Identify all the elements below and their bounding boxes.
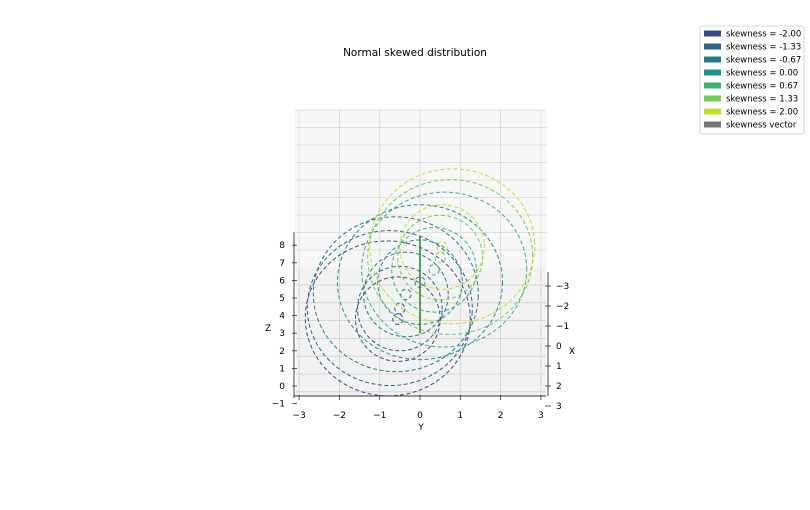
contour-line bbox=[394, 302, 406, 315]
legend-label: skewness = 0.67 bbox=[726, 82, 798, 92]
z-tick-label: 5 bbox=[279, 294, 285, 304]
legend-label: skewness = 2.00 bbox=[726, 108, 798, 118]
contour-series bbox=[304, 240, 471, 397]
contour-line bbox=[399, 204, 485, 290]
z-tick-label: 4 bbox=[279, 312, 285, 322]
contour-line bbox=[312, 216, 479, 373]
z-tick-label: 2 bbox=[279, 347, 285, 357]
contour-line bbox=[400, 288, 412, 301]
legend-label: skewness = -1.33 bbox=[726, 43, 801, 53]
y-tick-label: −1 bbox=[373, 411, 386, 421]
chart-title: Normal skewed distribution bbox=[343, 47, 487, 59]
x-tick-label: 1 bbox=[556, 362, 562, 372]
z-tick-label: 0 bbox=[279, 382, 285, 392]
x-tick-label: −1 bbox=[556, 322, 569, 332]
contour-line bbox=[355, 276, 441, 362]
contour-line bbox=[428, 264, 440, 276]
back-pane bbox=[295, 110, 547, 268]
x-tick-label: −3 bbox=[556, 282, 569, 292]
z-tick-label: 3 bbox=[279, 329, 285, 339]
y-tick-label: −2 bbox=[333, 411, 346, 421]
legend-swatch bbox=[704, 30, 721, 37]
legend-label: skewness = 1.33 bbox=[726, 95, 798, 105]
contour-line bbox=[361, 191, 528, 348]
x-tick-label: 0 bbox=[556, 342, 562, 352]
contour-line bbox=[304, 240, 471, 397]
y-tick-label: 3 bbox=[538, 411, 544, 421]
legend-swatch bbox=[704, 108, 721, 115]
contour-series bbox=[306, 230, 473, 387]
legend-label: skewness = -0.67 bbox=[726, 56, 801, 66]
z-tick-label: 8 bbox=[279, 241, 285, 251]
contour-line bbox=[306, 230, 473, 387]
x-tick-label: 3 bbox=[556, 402, 562, 412]
legend-label: skewness = 0.00 bbox=[726, 69, 798, 79]
z-tick-label: 1 bbox=[279, 364, 285, 374]
contour-line bbox=[367, 179, 534, 336]
y-axis-label: Y bbox=[417, 423, 424, 433]
contour-line bbox=[369, 168, 536, 325]
y-tick-label: 2 bbox=[498, 411, 504, 421]
legend-swatch bbox=[704, 43, 721, 50]
tick-labels: −3 −2 −1 0 1 2 3 −1 0 1 2 3 4 5 6 7 8 −3 −2 −1 0 1 2 3 bbox=[272, 241, 570, 421]
legend-swatch bbox=[704, 95, 721, 102]
contour-line bbox=[391, 227, 477, 313]
y-tick-label: 1 bbox=[457, 411, 463, 421]
contour-series bbox=[367, 179, 534, 336]
contour-line bbox=[434, 251, 446, 264]
x-tick-label: 2 bbox=[556, 382, 562, 392]
legend: skewness = -2.00 skewness = -1.33 skewness… bbox=[699, 25, 805, 135]
contour-series bbox=[369, 168, 536, 325]
legend-label: skewness vector bbox=[726, 121, 797, 131]
contour-line bbox=[392, 313, 404, 325]
contour-line bbox=[336, 204, 504, 361]
legend-swatch bbox=[704, 56, 721, 63]
contour-line bbox=[397, 214, 483, 301]
contour-line bbox=[436, 241, 448, 253]
contour-line bbox=[357, 265, 443, 352]
legend-box bbox=[699, 25, 805, 135]
x-axis-label: X bbox=[569, 347, 575, 357]
legend-swatch bbox=[704, 82, 721, 89]
y-tick-label: 0 bbox=[417, 411, 423, 421]
y-tick-label: −3 bbox=[292, 411, 305, 421]
z-tick-label: 7 bbox=[279, 259, 285, 269]
grid-lines bbox=[295, 109, 547, 396]
z-axis-label: Z bbox=[265, 324, 271, 334]
legend-swatch bbox=[704, 69, 721, 76]
z-tick-label: 6 bbox=[279, 276, 285, 286]
contour-series bbox=[312, 216, 479, 373]
z-tick-label: −1 bbox=[272, 400, 285, 410]
axes-panes bbox=[295, 110, 547, 396]
contour-series bbox=[361, 191, 528, 348]
contour-plot bbox=[304, 168, 536, 397]
x-tick-label: −2 bbox=[556, 302, 569, 312]
legend-label: skewness = -2.00 bbox=[726, 30, 801, 40]
legend-swatch bbox=[704, 121, 721, 128]
